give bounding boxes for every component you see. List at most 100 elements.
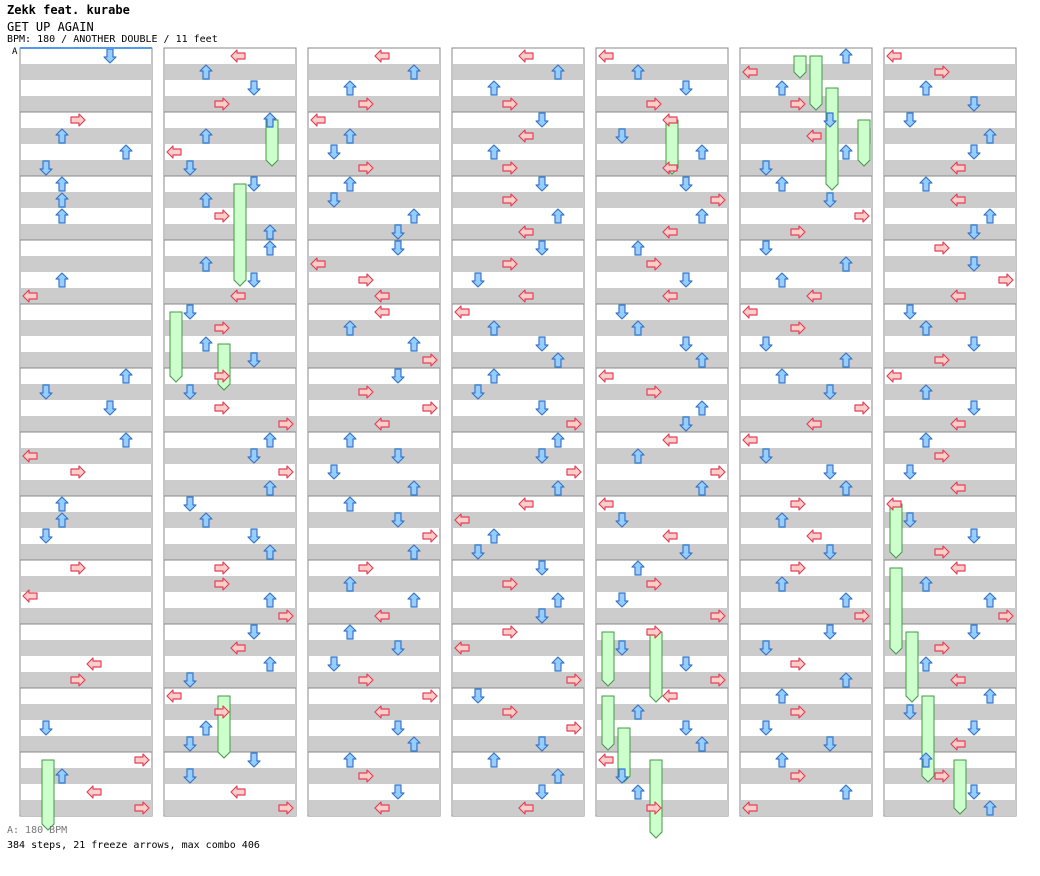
up-arrow-icon xyxy=(983,592,997,608)
chart-column xyxy=(307,47,441,817)
up-arrow-icon xyxy=(343,624,357,640)
up-arrow-icon xyxy=(407,336,421,352)
freeze-arrow xyxy=(601,631,615,687)
up-arrow-icon xyxy=(487,752,501,768)
right-arrow-icon xyxy=(358,769,374,783)
right-arrow-icon xyxy=(214,577,230,591)
down-arrow-icon xyxy=(903,512,917,528)
left-arrow-icon xyxy=(166,689,182,703)
down-arrow-icon xyxy=(247,176,261,192)
left-arrow-icon xyxy=(662,433,678,447)
left-arrow-icon xyxy=(742,305,758,319)
down-arrow-icon xyxy=(823,112,837,128)
up-arrow-icon xyxy=(407,208,421,224)
up-arrow-icon xyxy=(199,192,213,208)
right-arrow-icon xyxy=(214,209,230,223)
left-arrow-icon xyxy=(950,417,966,431)
right-arrow-icon xyxy=(566,465,582,479)
right-arrow-icon xyxy=(214,97,230,111)
up-arrow-icon xyxy=(119,432,133,448)
up-arrow-icon xyxy=(551,432,565,448)
freeze-arrow xyxy=(649,759,663,839)
up-arrow-icon xyxy=(55,768,69,784)
right-arrow-icon xyxy=(134,753,150,767)
down-arrow-icon xyxy=(183,384,197,400)
up-arrow-icon xyxy=(487,80,501,96)
freeze-arrow xyxy=(649,631,663,703)
left-arrow-icon xyxy=(662,529,678,543)
left-arrow-icon xyxy=(230,785,246,799)
up-arrow-icon xyxy=(343,752,357,768)
left-arrow-icon xyxy=(454,305,470,319)
right-arrow-icon xyxy=(502,577,518,591)
freeze-arrow xyxy=(809,55,823,111)
left-arrow-icon xyxy=(230,49,246,63)
down-arrow-icon xyxy=(247,752,261,768)
right-arrow-icon xyxy=(790,497,806,511)
down-arrow-icon xyxy=(615,304,629,320)
down-arrow-icon xyxy=(247,272,261,288)
up-arrow-icon xyxy=(199,512,213,528)
down-arrow-icon xyxy=(679,656,693,672)
right-arrow-icon xyxy=(70,465,86,479)
left-arrow-icon xyxy=(950,673,966,687)
up-arrow-icon xyxy=(839,480,853,496)
bpm-marker-line xyxy=(20,47,152,49)
left-arrow-icon xyxy=(518,289,534,303)
up-arrow-icon xyxy=(775,752,789,768)
right-arrow-icon xyxy=(854,401,870,415)
up-arrow-icon xyxy=(407,736,421,752)
down-arrow-icon xyxy=(247,80,261,96)
up-arrow-icon xyxy=(839,352,853,368)
up-arrow-icon xyxy=(983,688,997,704)
up-arrow-icon xyxy=(55,176,69,192)
down-arrow-icon xyxy=(535,784,549,800)
freeze-arrow xyxy=(217,343,231,391)
up-arrow-icon xyxy=(631,560,645,576)
right-arrow-icon xyxy=(710,193,726,207)
left-arrow-icon xyxy=(518,225,534,239)
down-arrow-icon xyxy=(183,496,197,512)
right-arrow-icon xyxy=(790,769,806,783)
down-arrow-icon xyxy=(327,656,341,672)
right-arrow-icon xyxy=(358,273,374,287)
right-arrow-icon xyxy=(358,97,374,111)
up-arrow-icon xyxy=(551,480,565,496)
right-arrow-icon xyxy=(278,801,294,815)
down-arrow-icon xyxy=(247,352,261,368)
down-arrow-icon xyxy=(471,384,485,400)
down-arrow-icon xyxy=(823,624,837,640)
left-arrow-icon xyxy=(886,369,902,383)
up-arrow-icon xyxy=(263,224,277,240)
up-arrow-icon xyxy=(775,688,789,704)
up-arrow-icon xyxy=(55,208,69,224)
down-arrow-icon xyxy=(391,640,405,656)
down-arrow-icon xyxy=(823,464,837,480)
freeze-arrow xyxy=(825,87,839,191)
left-arrow-icon xyxy=(950,737,966,751)
up-arrow-icon xyxy=(343,432,357,448)
up-arrow-icon xyxy=(551,768,565,784)
left-arrow-icon xyxy=(518,129,534,143)
up-arrow-icon xyxy=(839,144,853,160)
down-arrow-icon xyxy=(679,544,693,560)
up-arrow-icon xyxy=(919,384,933,400)
left-arrow-icon xyxy=(598,753,614,767)
step-stats: 384 steps, 21 freeze arrows, max combo 4… xyxy=(7,840,260,851)
down-arrow-icon xyxy=(759,448,773,464)
up-arrow-icon xyxy=(695,208,709,224)
up-arrow-icon xyxy=(551,208,565,224)
up-arrow-icon xyxy=(775,272,789,288)
up-arrow-icon xyxy=(55,272,69,288)
left-arrow-icon xyxy=(598,49,614,63)
up-arrow-icon xyxy=(263,112,277,128)
up-arrow-icon xyxy=(263,240,277,256)
down-arrow-icon xyxy=(471,544,485,560)
down-arrow-icon xyxy=(391,368,405,384)
down-arrow-icon xyxy=(823,384,837,400)
down-arrow-icon xyxy=(967,144,981,160)
down-arrow-icon xyxy=(615,640,629,656)
down-arrow-icon xyxy=(679,272,693,288)
right-arrow-icon xyxy=(214,561,230,575)
down-arrow-icon xyxy=(183,768,197,784)
